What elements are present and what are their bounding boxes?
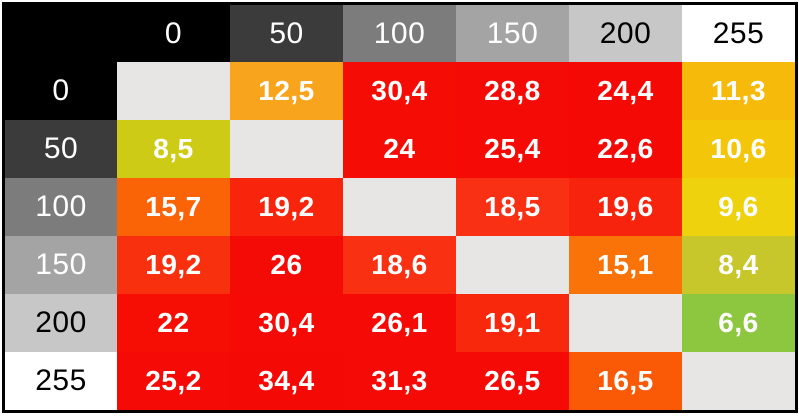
cell-r100-c50: 19,2 [230,178,343,236]
cell-r200-c100: 26,1 [343,294,456,352]
cell-r100-c255: 9,6 [682,178,795,236]
cell-r50-c100: 24 [343,120,456,178]
cell-r200-c0: 22 [117,294,230,352]
cell-r200-c255: 6,6 [682,294,795,352]
cell-r150-c100: 18,6 [343,236,456,294]
cell-r255-c100: 31,3 [343,352,456,410]
col-header-0: 0 [117,5,230,62]
cell-r50-c150: 25,4 [456,120,569,178]
cell-r100-c150: 18,5 [456,178,569,236]
cell-r0-c0-diagonal [117,62,230,120]
row-header-255: 255 [5,352,117,410]
col-header-100: 100 [343,5,456,62]
cell-r0-c100: 30,4 [343,62,456,120]
cell-r200-c150: 19,1 [456,294,569,352]
cell-r50-c200: 22,6 [569,120,682,178]
row-header-200: 200 [5,294,117,352]
cell-r200-c50: 30,4 [230,294,343,352]
cell-r200-c200-diagonal [569,294,682,352]
cell-r255-c200: 16,5 [569,352,682,410]
cell-r150-c200: 15,1 [569,236,682,294]
cell-r50-c50-diagonal [230,120,343,178]
cell-r0-c50: 12,5 [230,62,343,120]
cell-r0-c200: 24,4 [569,62,682,120]
matrix-grid: 0 50 100 150 200 255 0 12,5 30,4 28,8 24… [5,5,795,410]
row-header-0: 0 [5,62,117,120]
cell-r50-c0: 8,5 [117,120,230,178]
col-header-150: 150 [456,5,569,62]
corner-cell [5,5,117,62]
cell-r150-c50: 26 [230,236,343,294]
cell-r50-c255: 10,6 [682,120,795,178]
cell-r150-c150-diagonal [456,236,569,294]
cell-r150-c255: 8,4 [682,236,795,294]
row-header-100: 100 [5,178,117,236]
cell-r255-c50: 34,4 [230,352,343,410]
cell-r100-c0: 15,7 [117,178,230,236]
row-header-150: 150 [5,236,117,294]
cell-r150-c0: 19,2 [117,236,230,294]
col-header-200: 200 [569,5,682,62]
cell-r0-c150: 28,8 [456,62,569,120]
cell-r100-c200: 19,6 [569,178,682,236]
cell-r255-c0: 25,2 [117,352,230,410]
row-header-50: 50 [5,120,117,178]
cell-r255-c150: 26,5 [456,352,569,410]
cell-r0-c255: 11,3 [682,62,795,120]
col-header-50: 50 [230,5,343,62]
cell-r100-c100-diagonal [343,178,456,236]
col-header-255: 255 [682,5,795,62]
cell-r255-c255-diagonal [682,352,795,410]
